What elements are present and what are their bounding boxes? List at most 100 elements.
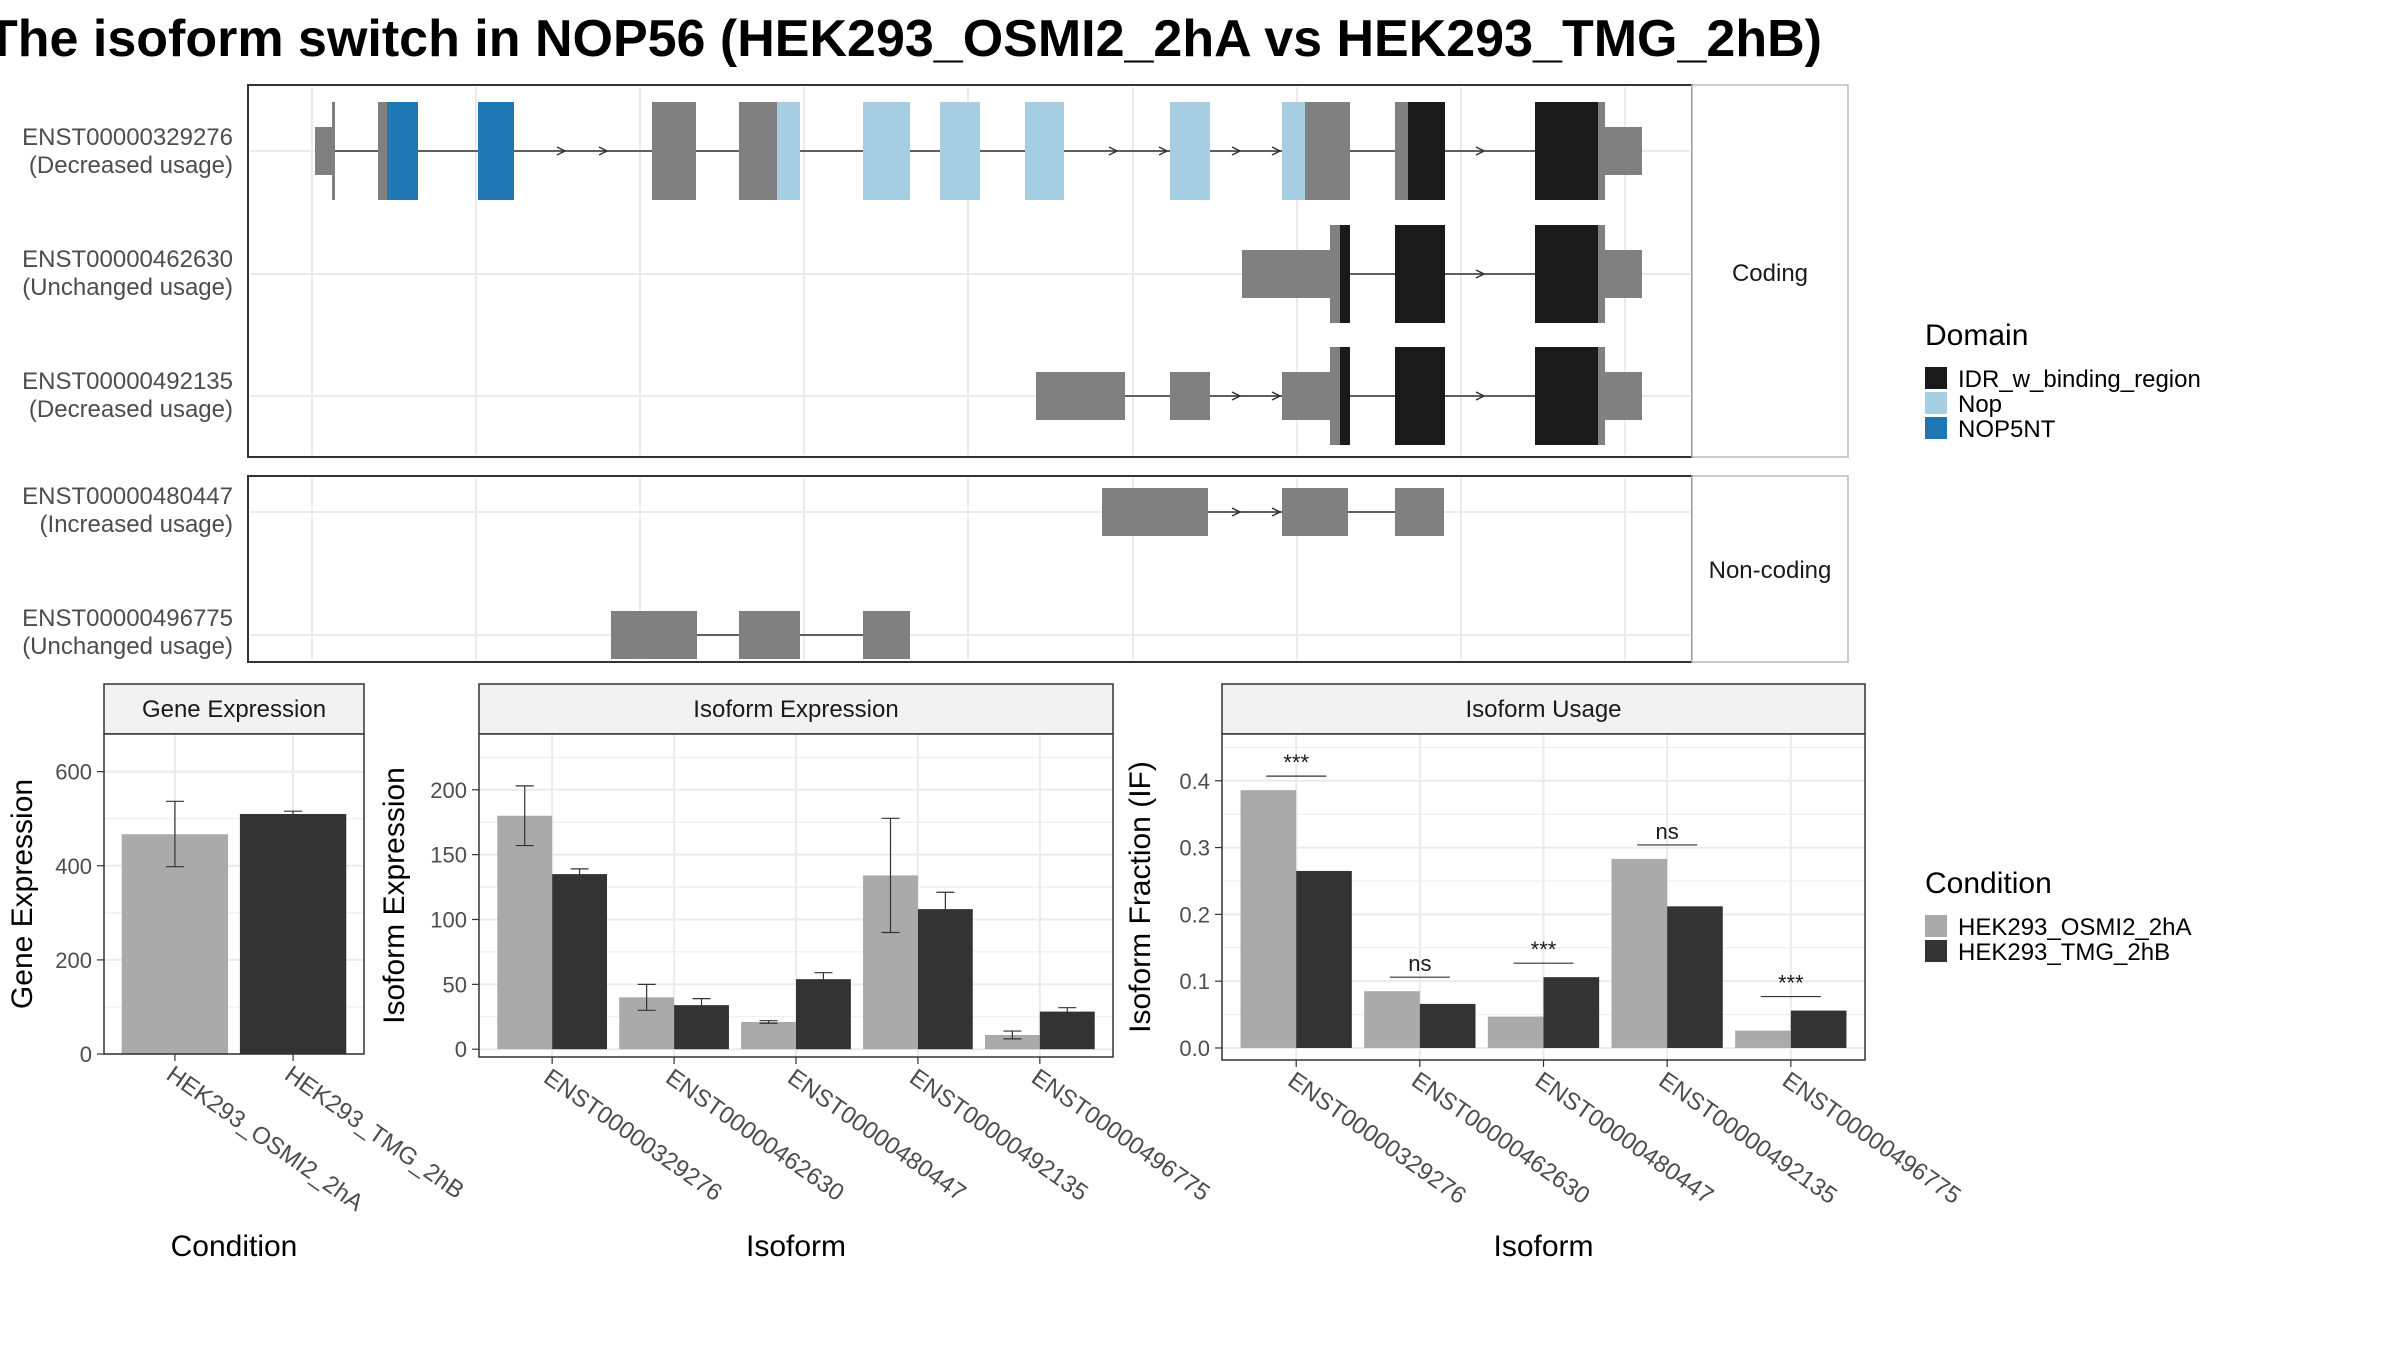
condition-legend: Condition HEK293_OSMI2_2hA HEK293_TMG_2h… xyxy=(1925,867,2191,966)
exon-block xyxy=(387,102,418,200)
usage-label: (Unchanged usage) xyxy=(22,633,233,660)
domain-legend-title: Domain xyxy=(1925,319,2028,352)
exon-block xyxy=(863,102,910,200)
legend-label: IDR_w_binding_region xyxy=(1958,366,2201,393)
legend-key-nop xyxy=(1925,392,1947,414)
strand-arrow xyxy=(1158,146,1169,156)
y-tick-label: 100 xyxy=(430,907,467,932)
panel-title: Gene Expression xyxy=(142,696,326,723)
significance-label: *** xyxy=(1531,937,1557,962)
bar xyxy=(1039,1011,1095,1050)
bar xyxy=(239,814,347,1054)
exon-block xyxy=(1170,372,1210,420)
coding-strip xyxy=(1691,84,1849,458)
exon-block xyxy=(378,102,387,200)
exon-block xyxy=(332,102,335,200)
noncoding-strip-label: Non-coding xyxy=(1709,557,1832,584)
transcript-id-label: ENST00000496775 xyxy=(22,605,233,632)
y-tick-label: 0.4 xyxy=(1179,769,1210,794)
exon-block xyxy=(652,102,696,200)
exon-block xyxy=(1535,225,1598,323)
legend-label: Nop xyxy=(1958,391,2002,418)
significance-label: ns xyxy=(1656,819,1679,844)
strand-arrow xyxy=(1271,507,1282,517)
strand-arrow xyxy=(1231,146,1242,156)
legend-key-nop5nt xyxy=(1925,417,1947,439)
strand-arrow xyxy=(1475,391,1486,401)
domain-legend: Domain IDR_w_binding_region Nop NOP5NT xyxy=(1925,319,2201,443)
legend-key-idr xyxy=(1925,367,1947,389)
exon-block xyxy=(1395,102,1408,200)
strand-arrow xyxy=(1475,269,1486,279)
strand-arrow xyxy=(556,146,567,156)
exon-block xyxy=(777,102,800,200)
bar xyxy=(1667,906,1723,1048)
bar xyxy=(796,979,851,1050)
significance-label: *** xyxy=(1283,750,1309,775)
strand-arrow xyxy=(1271,146,1282,156)
y-tick-label: 0 xyxy=(455,1037,467,1062)
exon-block xyxy=(739,102,777,200)
exon-block xyxy=(1330,225,1340,323)
panel-title: Isoform Usage xyxy=(1465,696,1621,723)
exon-block xyxy=(1036,372,1125,420)
exon-block xyxy=(1242,250,1330,298)
y-tick-label: 0.2 xyxy=(1179,902,1210,927)
significance-label: ns xyxy=(1408,951,1431,976)
significance-label: *** xyxy=(1778,971,1804,996)
isoform-usage-chart: Isoform Usage *** ns *** ns *** 0.0 0.1 0.2 0.3 0.… xyxy=(1124,683,1966,1263)
exon-block xyxy=(1305,102,1350,200)
exon-block xyxy=(611,611,697,659)
exon-block xyxy=(1395,488,1444,536)
transcript-id-label: ENST00000329276 xyxy=(22,124,233,151)
y-tick-label: 0.3 xyxy=(1179,836,1210,861)
isoform-expression-chart: Isoform Expression050100150200ENST000003… xyxy=(378,683,1215,1263)
strand-arrow xyxy=(1475,146,1486,156)
legend-label: HEK293_TMG_2hB xyxy=(1958,939,2170,966)
exon-block xyxy=(739,611,800,659)
y-tick-label: 0.0 xyxy=(1179,1036,1210,1061)
transcript-id-label: ENST00000462630 xyxy=(22,246,233,273)
y-tick-label: 0.1 xyxy=(1179,969,1210,994)
bar xyxy=(497,815,553,1050)
legend-label: HEK293_OSMI2_2hA xyxy=(1958,914,2191,941)
legend-key-cond-a xyxy=(1925,915,1947,937)
strand-arrow xyxy=(1231,391,1242,401)
bar xyxy=(984,1034,1040,1050)
y-tick-label: 150 xyxy=(430,843,467,868)
usage-label: (Increased usage) xyxy=(40,511,233,538)
bar xyxy=(917,909,973,1050)
bar xyxy=(1296,870,1352,1048)
y-axis-title: Gene Expression xyxy=(6,779,39,1009)
noncoding-panel xyxy=(247,475,1693,663)
strand-arrow xyxy=(1271,391,1282,401)
strand-arrow xyxy=(598,146,609,156)
exon-block xyxy=(1330,347,1340,445)
exon-block xyxy=(1408,102,1445,200)
usage-label: (Decreased usage) xyxy=(29,396,233,423)
transcript-models xyxy=(315,102,1642,659)
bar xyxy=(1790,1010,1847,1048)
exon-block xyxy=(1282,488,1348,536)
panel-title: Isoform Expression xyxy=(693,696,898,723)
bar xyxy=(674,1005,729,1050)
exon-block xyxy=(940,102,980,200)
y-tick-label: 50 xyxy=(443,972,467,997)
bar xyxy=(1611,858,1668,1048)
exon-block xyxy=(478,102,514,200)
exon-block xyxy=(1535,102,1598,200)
exon-block xyxy=(1395,225,1445,323)
y-tick-label: 600 xyxy=(55,760,92,785)
x-axis-title: Isoform xyxy=(746,1230,846,1263)
bar xyxy=(1240,790,1297,1048)
y-tick-label: 0 xyxy=(80,1042,92,1067)
bar xyxy=(1364,991,1420,1048)
y-axis-title: Isoform Fraction (IF) xyxy=(1124,761,1157,1033)
bar xyxy=(1487,1016,1544,1048)
bar xyxy=(552,874,608,1050)
x-axis-title: Isoform xyxy=(1493,1230,1593,1263)
structure-plot: Coding Non-coding ENST00000329276 (Decre… xyxy=(22,84,1849,663)
exon-block xyxy=(1605,127,1642,175)
figure-title: The isoform switch in NOP56 (HEK293_OSMI… xyxy=(0,10,1822,68)
